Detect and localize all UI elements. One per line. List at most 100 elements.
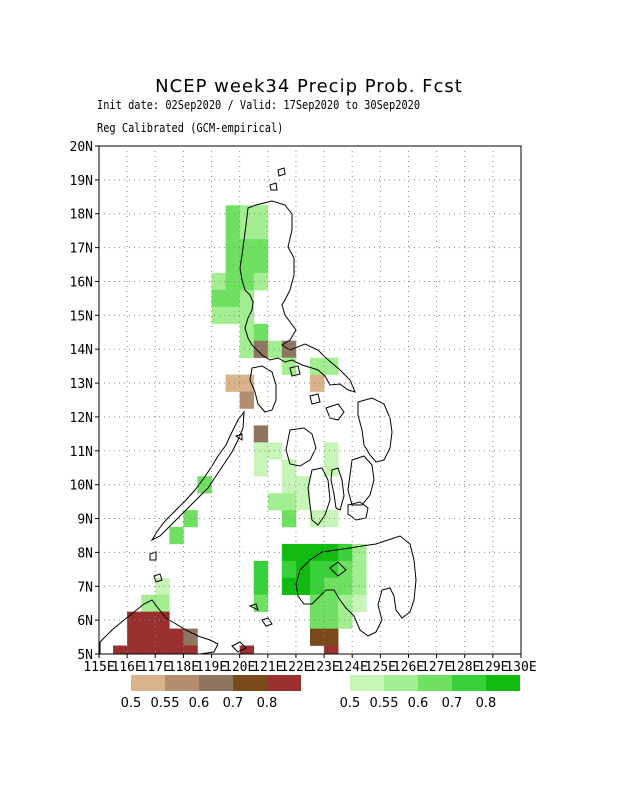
forecast-cell xyxy=(324,510,339,528)
forecast-cell xyxy=(183,645,198,654)
forecast-cell xyxy=(113,645,128,654)
forecast-cell xyxy=(324,628,339,646)
forecast-cell xyxy=(239,289,255,308)
forecast-cell xyxy=(155,645,170,654)
forecast-cell xyxy=(324,645,339,654)
forecast-cell xyxy=(267,493,283,511)
y-tick-label: 8N xyxy=(77,546,93,561)
forecast-cell xyxy=(225,273,240,291)
forecast-cell xyxy=(155,577,170,596)
dry-legend-label: 0.7 xyxy=(223,696,244,711)
forecast-cell xyxy=(253,239,269,257)
forecast-cell xyxy=(324,611,339,629)
y-tick-label: 7N xyxy=(77,580,93,595)
forecast-cell xyxy=(338,543,353,562)
forecast-cell xyxy=(127,628,142,646)
forecast-cell xyxy=(225,222,240,240)
forecast-cell xyxy=(310,510,325,528)
forecast-cell xyxy=(324,543,339,562)
y-tick-label: 13N xyxy=(70,377,93,392)
forecast-cell xyxy=(295,560,311,579)
wet-legend-swatch xyxy=(452,675,486,691)
forecast-cell xyxy=(239,340,255,358)
y-tick-label: 12N xyxy=(70,411,93,426)
forecast-cell xyxy=(239,273,255,291)
forecast-cell xyxy=(253,273,269,291)
plot-frame xyxy=(98,145,522,655)
forecast-cell xyxy=(169,645,184,654)
forecast-cell xyxy=(253,577,269,596)
y-tick-label: 19N xyxy=(70,174,93,189)
forecast-cell xyxy=(324,459,339,477)
forecast-cell xyxy=(169,527,184,545)
forecast-cell xyxy=(324,357,339,375)
forecast-cell xyxy=(169,628,184,646)
forecast-cell xyxy=(338,577,353,596)
y-tick-label: 6N xyxy=(77,614,93,629)
map-subtitle-method: Reg Calibrated (GCM-empirical) xyxy=(97,121,284,135)
x-tick-label: 122E xyxy=(280,660,311,675)
forecast-cell xyxy=(295,577,311,596)
forecast-cell xyxy=(239,306,255,325)
forecast-cell xyxy=(253,442,269,460)
forecast-cell xyxy=(225,205,240,223)
forecast-cell xyxy=(225,256,240,274)
x-tick-label: 117E xyxy=(140,660,171,675)
y-tick-label: 18N xyxy=(70,208,93,223)
x-tick-label: 121E xyxy=(252,660,283,675)
forecast-cell xyxy=(141,645,156,654)
grid-lines xyxy=(99,146,521,654)
forecast-cell xyxy=(253,323,269,342)
dry-legend-label: 0.8 xyxy=(257,696,278,711)
wet-legend-swatch xyxy=(384,675,418,691)
x-tick-label: 119E xyxy=(196,660,227,675)
forecast-cell xyxy=(225,374,240,392)
x-tick-label: 127E xyxy=(421,660,452,675)
forecast-cell xyxy=(225,289,240,308)
forecast-cell xyxy=(281,459,297,477)
wet-legend-swatch xyxy=(486,675,520,691)
y-tick-label: 20N xyxy=(70,140,93,155)
forecast-cell xyxy=(253,459,269,477)
forecast-cell xyxy=(281,560,297,579)
y-tick-label: 17N xyxy=(70,242,93,257)
y-tick-label: 10N xyxy=(70,479,93,494)
forecast-cell xyxy=(295,493,311,511)
forecast-cell xyxy=(155,628,170,646)
legend: 0.5 0.55 0.6 0.7 0.8 0.5 0.55 0.6 0.7 0.8 xyxy=(121,675,520,711)
forecast-cell xyxy=(324,594,339,612)
map-title: NCEP week34 Precip Prob. Fcst xyxy=(155,76,463,97)
forecast-cell xyxy=(295,476,311,494)
forecast-cell xyxy=(141,611,156,629)
dry-legend-label: 0.6 xyxy=(189,696,210,711)
wet-legend-label: 0.5 xyxy=(340,696,361,711)
forecast-cell xyxy=(310,577,325,596)
x-tick-label: 115E xyxy=(83,660,114,675)
forecast-cell xyxy=(211,273,226,291)
wet-legend-swatch xyxy=(350,675,384,691)
dry-legend-swatch xyxy=(267,675,301,691)
forecast-cells xyxy=(113,205,367,654)
x-tick-label: 128E xyxy=(449,660,480,675)
forecast-cell xyxy=(324,442,339,460)
forecast-cell xyxy=(253,560,269,579)
forecast-cell xyxy=(155,594,170,612)
dry-legend-label: 0.55 xyxy=(151,696,180,711)
x-tick-label: 116E xyxy=(111,660,142,675)
forecast-cell xyxy=(141,594,156,612)
x-tick-label: 123E xyxy=(308,660,339,675)
forecast-cell xyxy=(310,543,325,562)
forecast-cell xyxy=(338,594,353,612)
wet-legend-swatch xyxy=(418,675,452,691)
forecast-cell xyxy=(127,645,142,654)
forecast-cell xyxy=(239,323,255,342)
y-tick-label: 11N xyxy=(70,445,93,460)
forecast-cell xyxy=(352,560,367,579)
forecast-cell xyxy=(310,560,325,579)
map-subtitle-dates: Init date: 02Sep2020 / Valid: 17Sep2020 … xyxy=(97,98,421,112)
forecast-cell xyxy=(239,645,255,654)
forecast-cell xyxy=(310,357,325,375)
forecast-cell xyxy=(295,543,311,562)
forecast-cell xyxy=(253,425,269,443)
